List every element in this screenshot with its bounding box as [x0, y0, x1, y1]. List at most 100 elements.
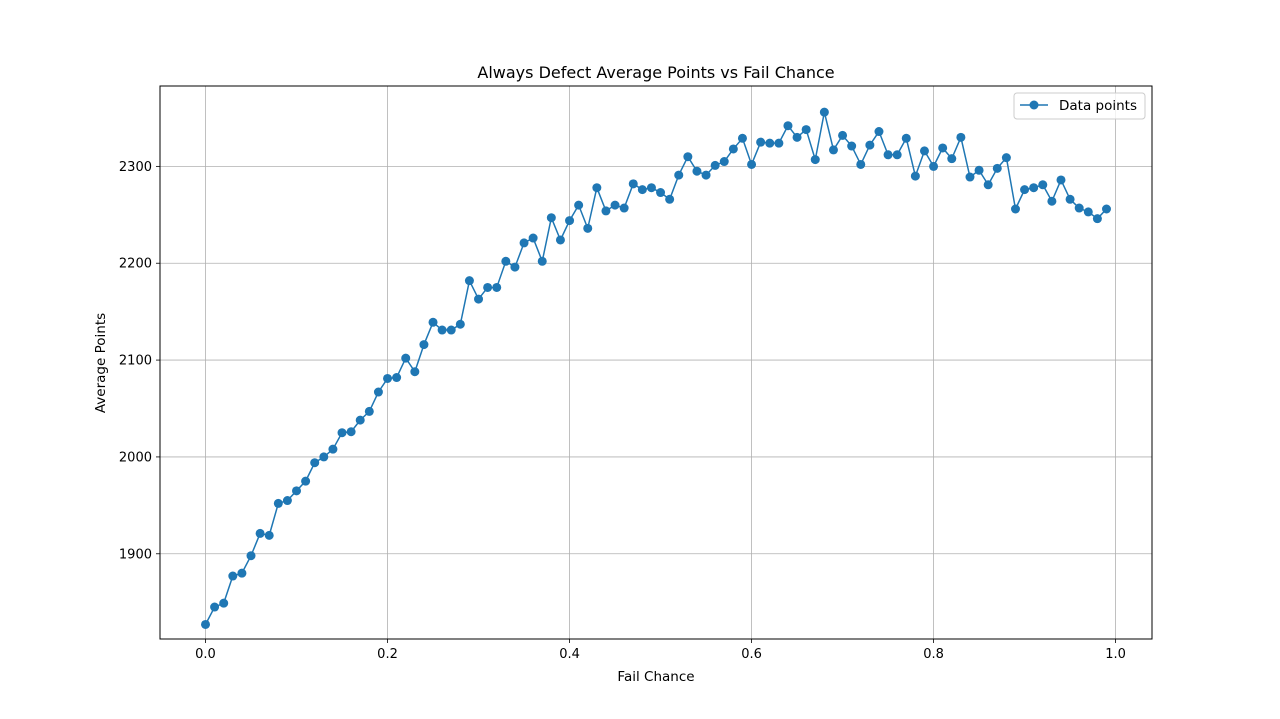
- y-ticks: 1900 2000 2100 2200 2300: [119, 160, 160, 562]
- data-point: [774, 138, 784, 148]
- data-point: [947, 154, 957, 164]
- y-tick-label: 2200: [119, 257, 152, 272]
- data-point: [301, 476, 311, 486]
- data-point: [792, 132, 802, 142]
- legend-box: [1013, 92, 1146, 120]
- data-point: [328, 444, 338, 454]
- legend: Data points: [1013, 92, 1146, 120]
- data-point: [974, 165, 984, 175]
- chart-title: Always Defect Average Points vs Fail Cha…: [477, 63, 834, 82]
- data-point: [938, 143, 948, 153]
- y-tick-label: 2100: [119, 354, 152, 369]
- x-tick-label: 0.4: [559, 647, 580, 662]
- y-tick-label: 1900: [119, 547, 152, 562]
- data-point: [1083, 207, 1093, 217]
- data-point: [210, 602, 220, 612]
- plot-frame: [159, 85, 1153, 640]
- data-point: [901, 133, 911, 143]
- data-point: [383, 373, 393, 383]
- data-point: [1029, 183, 1039, 193]
- data-point: [674, 170, 684, 180]
- data-point: [710, 160, 720, 170]
- data-point: [273, 498, 283, 508]
- y-tick-label: 2000: [119, 450, 152, 465]
- data-point: [546, 213, 556, 223]
- data-point: [1065, 194, 1075, 204]
- data-point: [574, 200, 584, 210]
- data-point: [929, 161, 939, 171]
- data-point: [201, 619, 211, 629]
- data-point: [364, 406, 374, 416]
- data-point: [519, 238, 529, 248]
- data-point: [437, 325, 447, 335]
- data-point: [419, 340, 429, 350]
- data-point: [1038, 180, 1048, 190]
- x-ticks: 0.0 0.2 0.4 0.6 0.8 1.0: [195, 639, 1126, 662]
- x-tick-label: 0.0: [195, 647, 216, 662]
- data-point: [455, 319, 465, 329]
- data-point: [237, 568, 247, 578]
- grid-lines: [160, 86, 1152, 639]
- data-point: [838, 130, 848, 140]
- data-point: [446, 325, 456, 335]
- data-point: [701, 170, 711, 180]
- data-point: [883, 150, 893, 160]
- data-point: [219, 598, 229, 608]
- data-point: [965, 172, 975, 182]
- data-point: [1074, 203, 1084, 213]
- data-point: [228, 571, 238, 581]
- data-point: [646, 183, 656, 193]
- data-point: [310, 458, 320, 468]
- data-point: [246, 551, 256, 561]
- data-point: [601, 206, 611, 216]
- data-point: [992, 163, 1002, 173]
- data-point: [292, 486, 302, 496]
- data-point: [856, 159, 866, 169]
- data-point: [1010, 204, 1020, 214]
- data-point: [756, 137, 766, 147]
- x-tick-label: 0.2: [377, 647, 398, 662]
- x-tick-label: 0.8: [923, 647, 944, 662]
- data-point: [410, 367, 420, 377]
- data-point: [847, 141, 857, 151]
- data-point: [892, 150, 902, 160]
- legend-label: Data points: [1059, 98, 1137, 114]
- data-point: [1092, 214, 1102, 224]
- data-point: [474, 294, 484, 304]
- data-point: [828, 145, 838, 155]
- data-point: [728, 144, 738, 154]
- data-point: [665, 194, 675, 204]
- y-axis-label: Average Points: [93, 313, 109, 413]
- data-point: [1001, 153, 1011, 163]
- data-point: [1020, 185, 1030, 195]
- data-point: [428, 317, 438, 327]
- data-point: [537, 256, 547, 266]
- data-point: [801, 125, 811, 135]
- data-point: [392, 373, 402, 383]
- data-point: [874, 127, 884, 137]
- data-point: [583, 223, 593, 233]
- y-tick-label: 2300: [119, 160, 152, 175]
- data-point: [282, 496, 292, 506]
- data-point: [1101, 204, 1111, 214]
- data-point: [956, 132, 966, 142]
- data-point: [255, 528, 265, 538]
- data-point: [592, 183, 602, 193]
- data-point: [264, 530, 274, 540]
- data-point: [555, 235, 565, 245]
- data-point: [501, 256, 511, 266]
- data-point: [983, 180, 993, 190]
- data-point: [510, 262, 520, 272]
- data-point: [656, 188, 666, 198]
- data-point: [483, 282, 493, 292]
- x-tick-label: 0.6: [741, 647, 762, 662]
- data-point: [401, 353, 411, 363]
- data-point: [619, 203, 629, 213]
- data-point: [692, 166, 702, 176]
- data-point: [783, 121, 793, 131]
- data-point: [637, 185, 647, 195]
- data-point: [346, 427, 356, 437]
- data-point: [683, 152, 693, 162]
- data-point: [737, 133, 747, 143]
